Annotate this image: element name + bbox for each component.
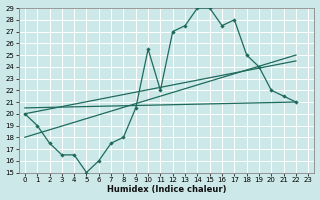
X-axis label: Humidex (Indice chaleur): Humidex (Indice chaleur) <box>107 185 226 194</box>
